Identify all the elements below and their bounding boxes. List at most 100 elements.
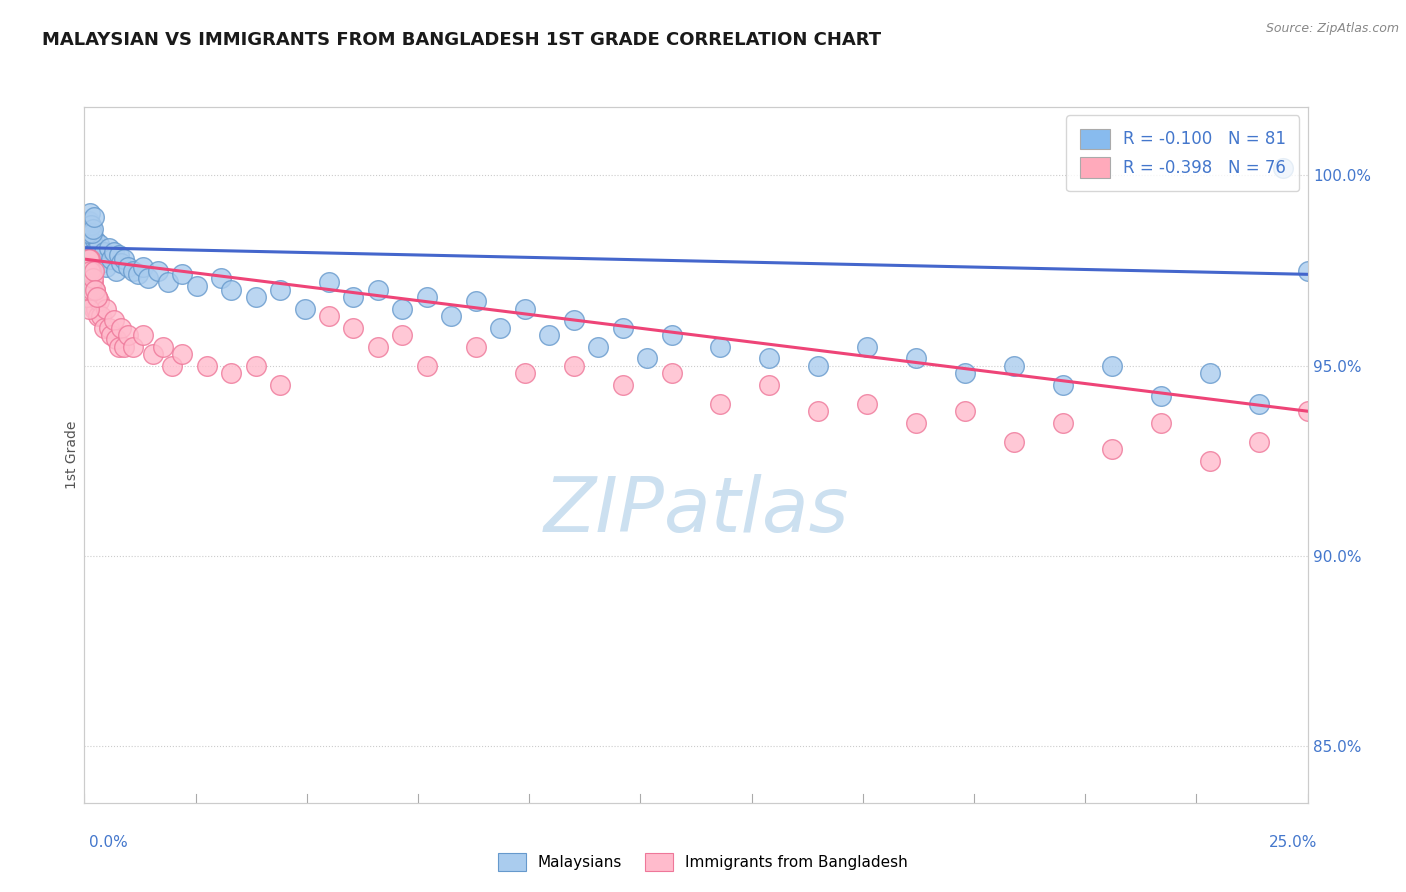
Point [77,301,100,316]
Point [856,396,879,410]
Point [83,301,105,316]
Point [86,290,108,304]
Point [80,271,103,285]
Point [82,293,104,308]
Point [80,256,103,270]
Point [186,278,208,293]
Point [84,301,107,316]
Point [636,351,658,365]
Point [76,283,98,297]
Point [80,283,103,297]
Point [856,340,879,354]
Point [112,252,135,266]
Point [953,404,976,418]
Point [82,252,104,266]
Point [122,263,145,277]
Point [87,309,110,323]
Point [416,359,439,373]
Point [82,226,104,240]
Point [905,416,928,430]
Point [84,248,107,262]
Point [90,309,112,323]
Point [76,263,98,277]
Point [464,293,486,308]
Point [156,275,179,289]
Point [1101,359,1123,373]
Point [80,283,103,297]
Point [661,328,683,343]
Point [83,263,105,277]
Point [77,260,100,274]
Point [562,313,585,327]
Point [117,328,139,343]
Point [110,256,132,270]
Point [1198,366,1220,380]
Point [661,366,683,380]
Point [112,340,135,354]
Point [1052,416,1074,430]
Point [86,290,108,304]
Text: 0.0%: 0.0% [89,836,128,850]
Point [489,320,512,334]
Point [80,263,103,277]
Point [80,229,103,244]
Point [77,248,100,262]
Point [87,236,110,251]
Point [107,248,129,262]
Point [77,226,100,240]
Point [136,271,159,285]
Point [1052,377,1074,392]
Point [172,347,194,361]
Point [93,244,115,259]
Legend: R = -0.100   N = 81, R = -0.398   N = 76: R = -0.100 N = 81, R = -0.398 N = 76 [1066,115,1299,191]
Point [76,275,98,289]
Point [391,328,413,343]
Point [122,340,145,354]
Point [416,290,439,304]
Point [1272,161,1295,175]
Point [79,206,101,220]
Point [1247,434,1270,449]
Point [79,252,101,266]
Point [219,283,242,297]
Point [245,359,267,373]
Text: MALAYSIAN VS IMMIGRANTS FROM BANGLADESH 1ST GRADE CORRELATION CHART: MALAYSIAN VS IMMIGRANTS FROM BANGLADESH … [42,31,882,49]
Point [117,260,139,274]
Point [586,340,609,354]
Point [1296,263,1319,277]
Point [146,263,169,277]
Point [84,283,107,297]
Point [77,283,100,297]
Point [107,340,129,354]
Point [342,290,364,304]
Point [105,263,128,277]
Point [82,290,104,304]
Point [807,404,830,418]
Point [538,328,561,343]
Point [103,244,125,259]
Point [464,340,486,354]
Point [1150,416,1173,430]
Point [1247,396,1270,410]
Point [245,290,267,304]
Point [1296,404,1319,418]
Point [318,275,340,289]
Point [82,271,104,285]
Point [93,320,115,334]
Point [440,309,463,323]
Point [97,320,120,334]
Point [807,359,830,373]
Point [152,340,174,354]
Point [82,221,104,235]
Point [82,275,104,289]
Text: ZIPatlas: ZIPatlas [543,474,849,548]
Point [84,283,107,297]
Point [612,320,634,334]
Point [1101,442,1123,457]
Point [367,283,389,297]
Point [76,263,98,277]
Point [318,309,340,323]
Point [1002,434,1025,449]
Point [709,340,731,354]
Point [96,301,118,316]
